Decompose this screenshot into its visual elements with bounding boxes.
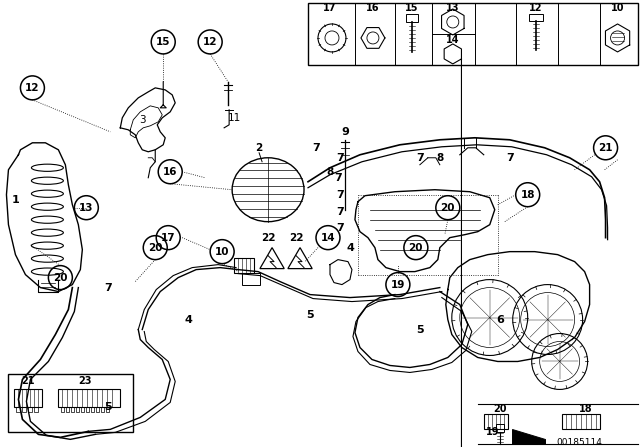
Text: 5: 5 xyxy=(104,402,112,413)
Text: 17: 17 xyxy=(161,233,175,243)
Text: 7: 7 xyxy=(104,283,112,293)
Text: 6: 6 xyxy=(496,314,504,324)
Text: 17: 17 xyxy=(323,3,337,13)
Bar xyxy=(562,414,600,429)
Text: 19: 19 xyxy=(486,427,499,437)
Text: 23: 23 xyxy=(79,376,92,387)
Bar xyxy=(234,258,254,272)
Text: 10: 10 xyxy=(611,3,624,13)
Text: 21: 21 xyxy=(598,143,613,153)
Bar xyxy=(242,272,260,284)
Text: 2: 2 xyxy=(255,143,262,153)
Text: 18: 18 xyxy=(579,405,593,414)
Text: 19: 19 xyxy=(390,280,405,289)
Text: 7: 7 xyxy=(336,207,344,217)
Bar xyxy=(22,407,26,413)
Text: 13: 13 xyxy=(446,3,460,13)
Text: 20: 20 xyxy=(440,202,455,213)
Text: 00185114: 00185114 xyxy=(557,438,603,447)
Text: 7: 7 xyxy=(336,223,344,233)
Bar xyxy=(17,407,20,413)
Text: 7: 7 xyxy=(312,143,320,153)
Text: 20: 20 xyxy=(53,272,68,283)
Text: 4: 4 xyxy=(184,314,192,324)
Text: 22: 22 xyxy=(261,233,275,243)
Bar xyxy=(484,414,508,429)
Bar xyxy=(86,407,90,413)
Text: 7: 7 xyxy=(416,153,424,163)
Text: 5: 5 xyxy=(306,310,314,319)
Text: 16: 16 xyxy=(366,3,380,13)
Bar xyxy=(28,407,33,413)
Text: 18: 18 xyxy=(520,190,535,200)
Text: 7: 7 xyxy=(334,173,342,183)
Bar xyxy=(35,407,38,413)
Text: 21: 21 xyxy=(22,376,35,387)
Bar xyxy=(496,424,504,432)
Bar xyxy=(101,407,104,413)
Bar xyxy=(92,407,94,413)
Bar xyxy=(529,14,543,21)
Text: 5: 5 xyxy=(416,324,424,335)
Text: 8: 8 xyxy=(436,153,444,163)
Text: 14: 14 xyxy=(321,233,335,243)
Polygon shape xyxy=(512,429,545,444)
Bar xyxy=(97,407,99,413)
Text: 8: 8 xyxy=(326,167,333,177)
Bar xyxy=(406,14,418,22)
Bar xyxy=(106,407,109,413)
Text: 14: 14 xyxy=(446,35,460,45)
Text: 10: 10 xyxy=(215,247,229,257)
Text: 3: 3 xyxy=(139,115,145,125)
Text: 1: 1 xyxy=(12,195,19,205)
Bar xyxy=(76,407,79,413)
Bar xyxy=(58,389,120,407)
Text: 20: 20 xyxy=(148,243,163,253)
Text: 12: 12 xyxy=(529,3,543,13)
Text: 15: 15 xyxy=(156,37,170,47)
Bar xyxy=(67,407,69,413)
Text: 13: 13 xyxy=(79,202,93,213)
Bar xyxy=(15,389,42,407)
Text: 20: 20 xyxy=(493,405,506,414)
Text: 7: 7 xyxy=(336,153,344,163)
Text: 15: 15 xyxy=(405,3,419,13)
Text: 11: 11 xyxy=(227,113,241,123)
Text: 12: 12 xyxy=(25,83,40,93)
Text: 12: 12 xyxy=(203,37,218,47)
Bar xyxy=(72,407,74,413)
Bar xyxy=(61,407,65,413)
Bar xyxy=(8,375,133,432)
Text: 7: 7 xyxy=(506,153,513,163)
Text: 7: 7 xyxy=(336,190,344,200)
Bar xyxy=(308,3,637,65)
Bar xyxy=(81,407,84,413)
Text: 9: 9 xyxy=(341,127,349,137)
Text: 22: 22 xyxy=(289,233,303,243)
Text: 16: 16 xyxy=(163,167,177,177)
Text: 20: 20 xyxy=(408,243,423,253)
Text: 4: 4 xyxy=(346,243,354,253)
